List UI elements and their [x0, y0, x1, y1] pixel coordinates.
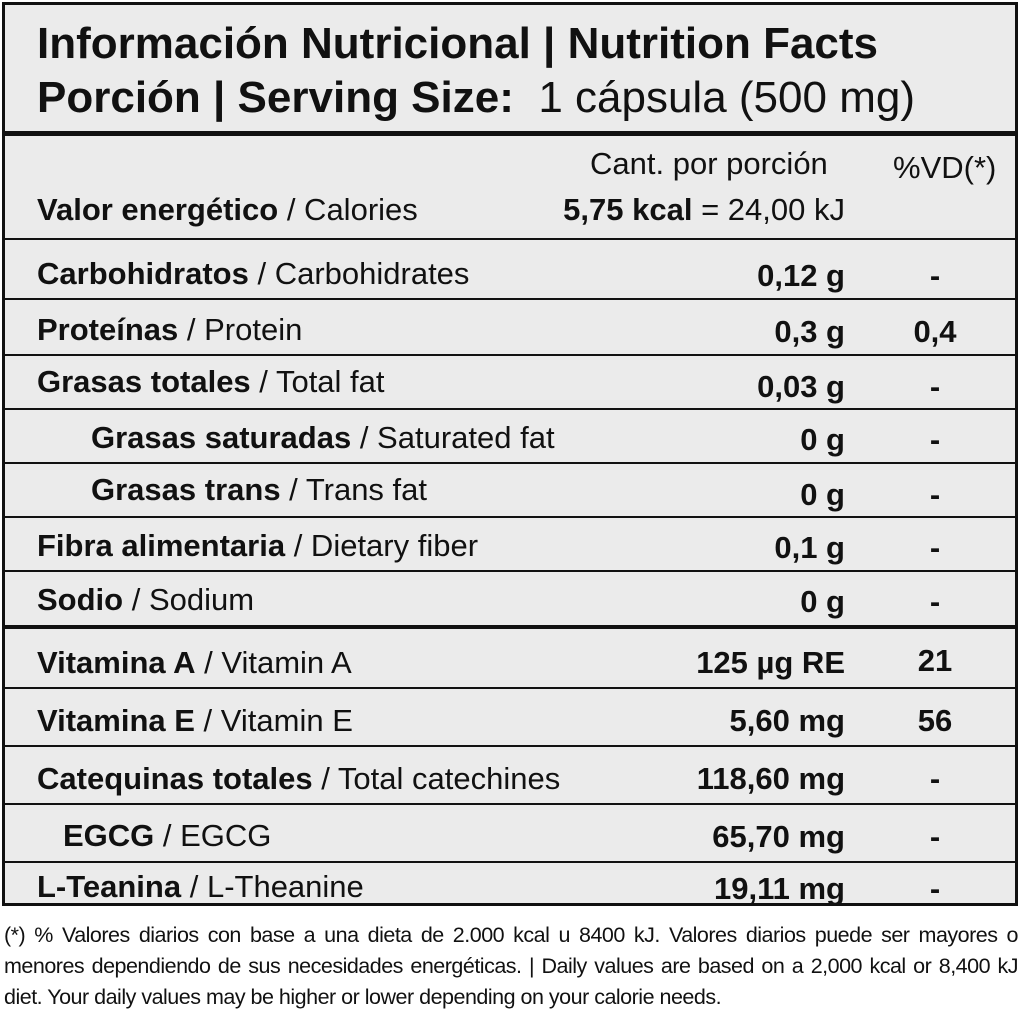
nutrient-name-es: Catequinas totales — [37, 761, 313, 796]
nutrient-name-en: / Sodium — [123, 582, 255, 617]
nutrient-name-es: Grasas saturadas — [91, 420, 352, 455]
nutrient-amount: 0 g — [800, 584, 845, 619]
nutrient-dv: - — [929, 530, 941, 565]
nutrient-name-es: L-Teanina — [37, 869, 182, 904]
table-row: Vitamina A / Vitamin A 125 µg RE 21 — [5, 629, 1015, 689]
nutrient-dv: - — [929, 422, 941, 457]
table-row: Sodio / Sodium 0 g - — [5, 572, 1015, 629]
nutrient-name-es: Sodio — [37, 582, 124, 617]
table-row: EGCG / EGCG 65,70 mg - — [5, 805, 1015, 863]
nutrient-amount: 0,03 g — [757, 369, 845, 404]
nutrient-amount: 0,3 g — [774, 314, 845, 349]
nutrient-amount: 0,12 g — [757, 258, 845, 293]
serving-size-label: Porción | Serving Size: — [37, 73, 514, 122]
table-row: Carbohidratos / Carbohidrates 0,12 g - — [5, 240, 1015, 300]
table-row: Grasas trans / Trans fat 0 g - — [5, 464, 1015, 518]
nutrient-amount: 118,60 mg — [696, 761, 845, 796]
table-row: Catequinas totales / Total catechines 11… — [5, 747, 1015, 805]
energy-label-en: / Calories — [278, 192, 418, 227]
nutrient-name-en: / Vitamin E — [194, 703, 353, 738]
nutrient-dv: - — [929, 369, 941, 404]
nutrient-name-es: Vitamina E — [37, 703, 195, 738]
nutrient-amount: 19,11 mg — [714, 871, 845, 906]
nutrient-amount: 5,60 mg — [729, 703, 845, 738]
nutrition-facts-panel: Información Nutricional | Nutrition Fact… — [2, 2, 1018, 906]
energy-value: 5,75 kcal = 24,00 kJ — [563, 192, 845, 228]
nutrient-dv: 21 — [917, 643, 953, 678]
nutrition-header: Información Nutricional | Nutrition Fact… — [5, 5, 1015, 136]
nutrient-amount: 125 µg RE — [696, 645, 845, 680]
nutrient-amount: 0 g — [800, 477, 845, 512]
nutrient-name-es: Grasas totales — [37, 364, 251, 399]
nutrient-dv: 56 — [917, 703, 953, 738]
nutrient-name-en: / Saturated fat — [351, 420, 555, 455]
nutrient-amount: 0 g — [800, 422, 845, 457]
table-title: Información Nutricional | Nutrition Fact… — [37, 19, 879, 68]
energy-label: Valor energético / Calories — [37, 192, 418, 228]
nutrient-dv: - — [929, 761, 941, 796]
nutrient-dv: - — [929, 477, 941, 512]
nutrient-name-es: Grasas trans — [91, 472, 281, 507]
nutrient-name-en: / Trans fat — [280, 472, 428, 507]
nutrient-name-en: / Total catechines — [312, 761, 561, 796]
table-row: Vitamina E / Vitamin E 5,60 mg 56 — [5, 689, 1015, 747]
nutrient-amount: 65,70 mg — [712, 819, 845, 854]
table-row: Proteínas / Protein 0,3 g 0,4 — [5, 300, 1015, 356]
table-row: Grasas totales / Total fat 0,03 g - — [5, 356, 1015, 410]
nutrient-name-en: / Total fat — [250, 364, 385, 399]
energy-row: Cant. por porción %VD(*) Valor energétic… — [5, 136, 1015, 240]
nutrient-name-es: Fibra alimentaria — [37, 528, 286, 563]
nutrient-dv: 0,4 — [913, 314, 957, 349]
serving-size: Porción | Serving Size: 1 cápsula (500 m… — [37, 73, 915, 123]
energy-label-es: Valor energético — [37, 192, 279, 227]
dv-column-header: %VD(*) — [893, 150, 997, 185]
nutrient-dv: - — [929, 258, 941, 293]
nutrient-name-en: / Protein — [178, 312, 303, 347]
nutrient-dv: - — [929, 819, 941, 854]
nutrient-name-en: / Dietary fiber — [285, 528, 479, 563]
nutrient-dv: - — [929, 584, 941, 619]
table-row: Grasas saturadas / Saturated fat 0 g - — [5, 410, 1015, 464]
amount-column-header: Cant. por porción — [590, 146, 828, 181]
table-row: L-Teanina / L-Theanine 19,11 mg - — [5, 863, 1015, 906]
nutrient-name-es: Vitamina A — [37, 645, 196, 680]
nutrient-name-en: / Vitamin A — [195, 645, 352, 680]
energy-kcal: 5,75 kcal — [563, 192, 693, 227]
nutrient-amount: 0,1 g — [774, 530, 845, 565]
nutrient-dv: - — [929, 871, 941, 906]
nutrient-name-en: / L-Theanine — [181, 869, 364, 904]
table-row: Fibra alimentaria / Dietary fiber 0,1 g … — [5, 518, 1015, 572]
nutrient-name-en: / Carbohidrates — [248, 256, 470, 291]
serving-size-value: 1 cápsula (500 mg) — [538, 73, 915, 122]
daily-value-footnote: (*) % Valores diarios con base a una die… — [4, 923, 1019, 1009]
nutrient-name-en: / EGCG — [154, 818, 272, 853]
nutrient-name-es: Proteínas — [37, 312, 179, 347]
nutrient-name-es: EGCG — [63, 818, 155, 853]
nutrient-name-es: Carbohidratos — [37, 256, 249, 291]
energy-kj: = 24,00 kJ — [692, 192, 845, 227]
